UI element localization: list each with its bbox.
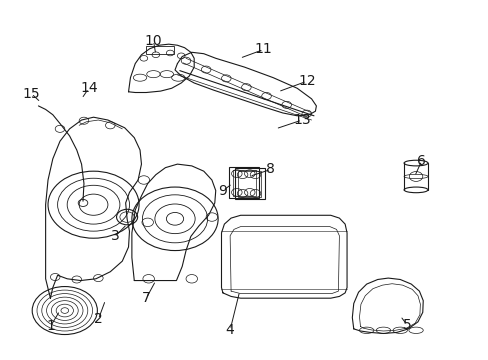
Bar — [146, 46, 174, 54]
Text: 4: 4 — [225, 323, 234, 337]
Text: 8: 8 — [266, 162, 275, 176]
Text: 3: 3 — [110, 229, 119, 243]
Bar — [229, 167, 258, 198]
Text: 1: 1 — [46, 319, 55, 333]
Text: 6: 6 — [417, 154, 426, 168]
Text: 14: 14 — [80, 81, 98, 95]
Text: 15: 15 — [22, 86, 40, 100]
Text: 9: 9 — [218, 184, 227, 198]
Text: 10: 10 — [144, 33, 162, 48]
Text: 13: 13 — [293, 113, 310, 127]
Bar — [234, 168, 264, 199]
Bar — [232, 170, 255, 196]
Text: 7: 7 — [142, 291, 150, 305]
Text: 5: 5 — [402, 318, 411, 332]
Text: 11: 11 — [254, 42, 272, 57]
Bar — [238, 171, 261, 197]
Text: 12: 12 — [297, 74, 315, 88]
Text: 2: 2 — [94, 312, 102, 327]
